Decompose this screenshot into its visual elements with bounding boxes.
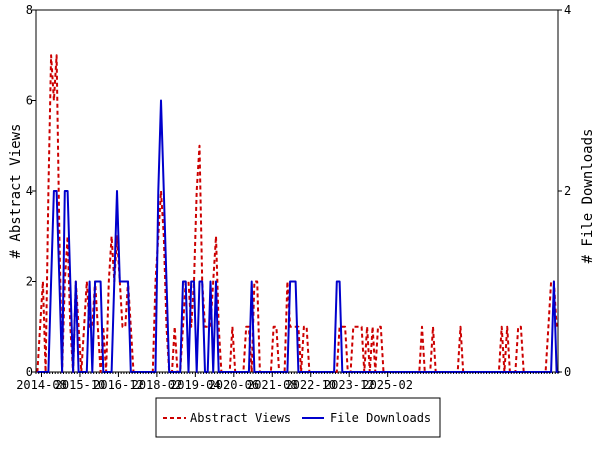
- y-tick-label-right: 4: [564, 3, 571, 17]
- legend-box: [155, 397, 441, 438]
- y-tick-label-left: 2: [26, 275, 33, 289]
- x-tick-label: 2019-04: [170, 378, 221, 392]
- x-tick-label: 2025-02: [362, 378, 413, 392]
- x-tick-label: 2016-12: [93, 378, 144, 392]
- y-tick-label-left: 0: [26, 365, 33, 379]
- legend: Abstract Views File Downloads: [155, 397, 441, 438]
- x-tick-label: 2022-10: [285, 378, 336, 392]
- x-tick-label: 2023-12: [324, 378, 375, 392]
- y-tick-label-right: 2: [564, 184, 571, 198]
- x-tick-label: 2014-08: [16, 378, 67, 392]
- x-tick-label: 2020-06: [209, 378, 260, 392]
- x-tick-label: 2015-10: [55, 378, 106, 392]
- y-tick-label-left: 4: [26, 184, 33, 198]
- y-tick-label-left: 6: [26, 94, 33, 108]
- y-axis-right-label: # File Downloads: [580, 129, 596, 264]
- y-tick-label-left: 8: [26, 3, 33, 17]
- y-tick-label-right: 0: [564, 365, 571, 379]
- axis-layer: 0 2 4 6 8 0 2 4 2014-082015-102016-122018-022019…: [16, 3, 571, 392]
- x-tick-label: 2021-08: [247, 378, 298, 392]
- x-tick-label: 2018-02: [132, 378, 183, 392]
- legend-label-file-downloads: File Downloads: [330, 411, 431, 425]
- legend-label-abstract-views: Abstract Views: [190, 411, 291, 425]
- y-axis-left-label: # Abstract Views: [8, 124, 24, 259]
